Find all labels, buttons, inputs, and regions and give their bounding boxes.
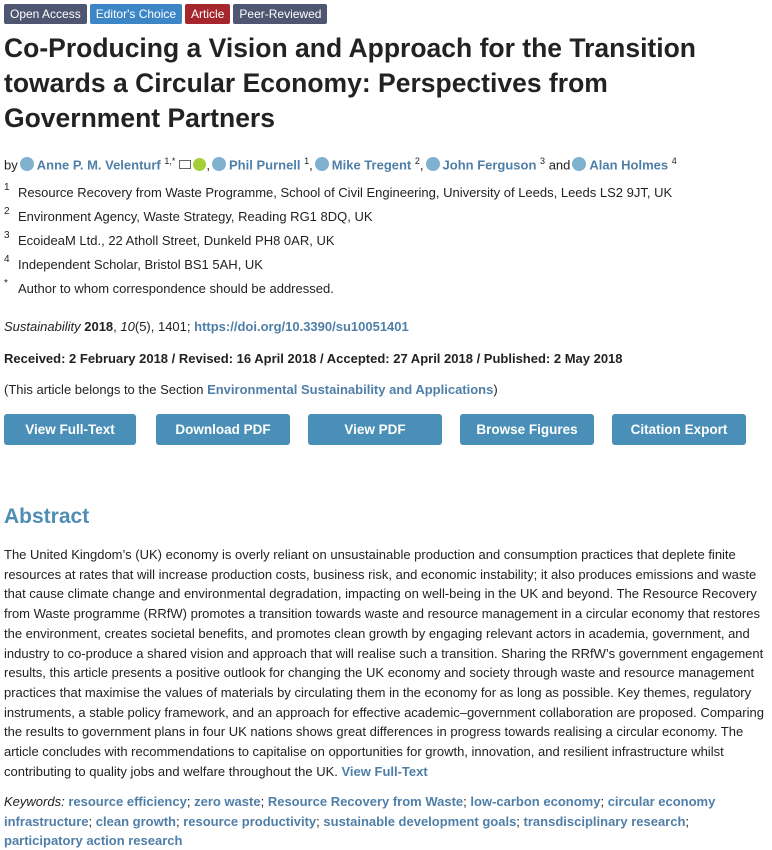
affiliation: 3 EcoideaM Ltd., 22 Atholl Street, Dunkel…	[4, 230, 766, 257]
affiliation-text: EcoideaM Ltd., 22 Atholl Street, Dunkeld…	[18, 233, 335, 248]
affiliation-mark: 4	[4, 254, 10, 265]
author[interactable]: Phil Purnell	[229, 157, 301, 173]
author-icon	[19, 157, 34, 172]
separator: ;	[175, 813, 180, 829]
abstract-body: The United Kingdom’s (UK) economy is ove…	[4, 547, 764, 779]
separator: ,	[309, 157, 313, 173]
affiliation: * Author to whom correspondence should be…	[4, 278, 766, 305]
button[interactable]: Browse Figures	[460, 414, 594, 445]
button[interactable]: Download PDF	[156, 414, 290, 445]
affiliations: 1 Resource Recovery from Waste Programme,…	[4, 182, 766, 305]
affiliation-mark: 1	[4, 182, 10, 193]
author-icon	[425, 157, 440, 172]
citation: Sustainability 2018, 10(5), 1401; https:…	[4, 319, 409, 334]
author-icon	[212, 157, 227, 172]
author[interactable]: Mike Tregent	[331, 157, 412, 173]
abstract-text: The United Kingdom’s (UK) economy is ove…	[4, 545, 766, 781]
section-prefix: (This article belongs to the Section	[4, 382, 204, 397]
separator: ;	[516, 813, 520, 829]
affiliation-mark: 2	[4, 206, 10, 217]
badge: Article	[185, 4, 231, 24]
abstract-link[interactable]: View Full-Text	[341, 763, 428, 779]
author-sup: 1,*	[164, 156, 176, 166]
author[interactable]: Alan Holmes	[589, 157, 669, 173]
button[interactable]: Citation Export	[612, 414, 746, 445]
affiliation-mark: 3	[4, 230, 10, 241]
author-sup: 3	[540, 156, 546, 166]
volume: 10	[120, 319, 135, 334]
author[interactable]: Anne P. M. Velenturf	[36, 157, 161, 173]
button[interactable]: View Full-Text	[4, 414, 136, 445]
separator: ;	[88, 813, 93, 829]
author-icon	[572, 157, 587, 172]
keyword[interactable]: resource efficiency	[68, 794, 187, 809]
and: and	[548, 157, 571, 173]
keyword[interactable]: resource productivity	[183, 813, 317, 829]
keyword[interactable]: low-carbon economy	[470, 794, 601, 809]
section-suffix: )	[493, 382, 498, 397]
affiliation-text: Environment Agency, Waste Strategy, Read…	[18, 209, 373, 224]
affiliation: 1 Resource Recovery from Waste Programme,…	[4, 182, 766, 209]
author-icon	[314, 157, 329, 172]
separator: ;	[463, 794, 467, 809]
affiliation-text: Resource Recovery from Waste Programme, …	[18, 185, 673, 200]
separator: ;	[685, 813, 690, 829]
badge: Open Access	[4, 4, 87, 24]
separator: ;	[316, 813, 320, 829]
by: by	[4, 157, 18, 173]
author[interactable]: John Ferguson	[442, 157, 537, 173]
year: 2018	[84, 319, 114, 334]
orcid-icon[interactable]	[193, 158, 207, 172]
badges: Open Access Editor's Choice Article Peer-Re…	[4, 4, 766, 24]
badge: Peer-Reviewed	[233, 4, 328, 24]
affiliation: 4 Independent Scholar, Bristol BS1 5AH, U…	[4, 254, 766, 281]
affiliation-text: Author to whom correspondence should be …	[18, 281, 334, 296]
journal: Sustainability	[4, 319, 81, 334]
badge: Editor's Choice	[89, 4, 183, 24]
separator: ;	[260, 794, 265, 809]
keyword[interactable]: circular economy infrastructure	[4, 794, 716, 829]
author-sup: 1	[304, 156, 310, 166]
keyword[interactable]: participatory action research	[4, 833, 183, 849]
title: Co-Producing a Vision and Approach for t…	[4, 33, 696, 133]
dates: Received: 2 February 2018 / Revised: 16 …	[4, 351, 623, 366]
affiliation: 2 Environment Agency, Waste Strategy, Rea…	[4, 206, 766, 233]
keyword[interactable]: Resource Recovery from Waste	[267, 794, 464, 809]
author-sup: 4	[671, 156, 677, 166]
separator: ;	[186, 794, 191, 809]
issue-pages: (5), 1401;	[134, 319, 191, 334]
affiliation-text: Independent Scholar, Bristol BS1 5AH, UK	[18, 257, 263, 272]
affiliation-mark: *	[4, 278, 8, 289]
keyword[interactable]: zero waste	[194, 794, 261, 809]
abstract-heading: Abstract	[4, 505, 90, 528]
keywords-label: Keywords:	[4, 794, 65, 809]
keyword[interactable]: transdisciplinary research	[523, 813, 686, 829]
separator: ;	[600, 794, 605, 809]
separator: ,	[206, 157, 211, 173]
doi[interactable]: https://doi.org/10.3390/su10051401	[194, 319, 409, 334]
separator: ,	[419, 157, 424, 173]
email-icon[interactable]	[179, 160, 192, 170]
byline: by Anne P. M. Velenturf 1,*, Phil Purnell …	[4, 152, 766, 174]
keyword[interactable]: sustainable development goals	[323, 813, 517, 829]
keyword[interactable]: clean growth	[95, 813, 176, 829]
section: (This article belongs to the Section Env…	[4, 382, 766, 397]
section-link[interactable]: Environmental Sustainability and Applica…	[207, 382, 494, 397]
button[interactable]: View PDF	[308, 414, 442, 445]
author-sup: 2	[414, 156, 420, 166]
keywords: Keywords: resource efficiency; zero wast…	[4, 792, 766, 850]
